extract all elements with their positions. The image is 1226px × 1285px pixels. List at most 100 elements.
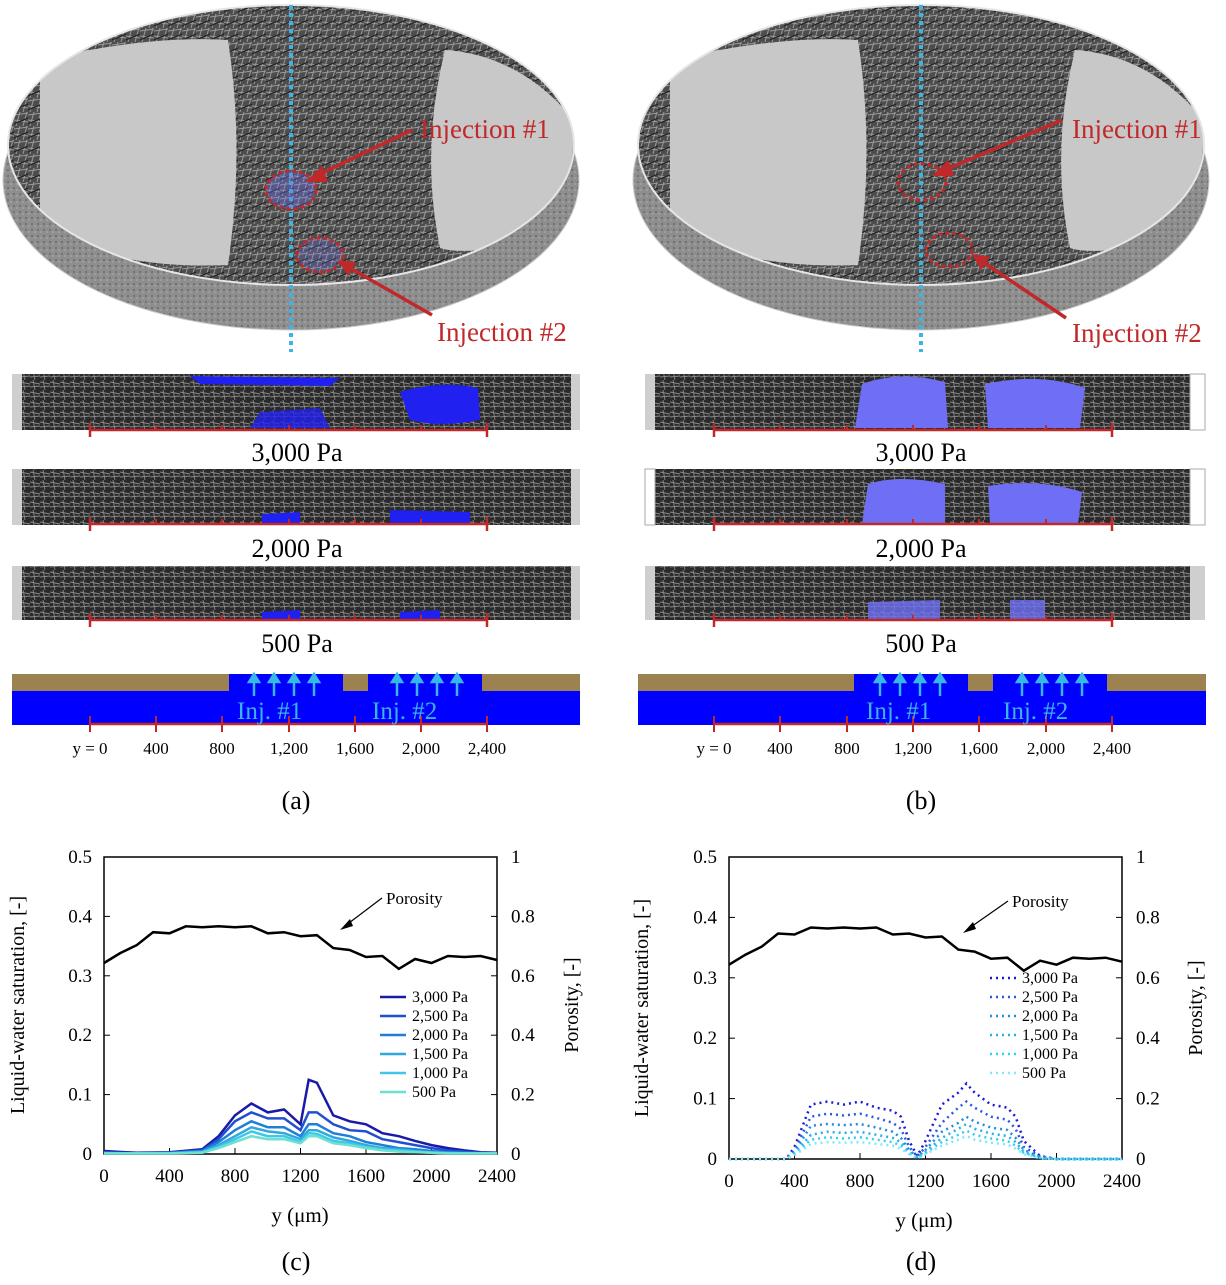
chart-d: 0 400 800 1200 1600 2000 240000.10.20.30.40.50… [631,847,1207,1232]
chart-d-x-tick-label: 2400 [1103,1171,1141,1192]
panel-b-label: (b) [906,786,936,815]
panel-b-inj2-label: Inj. #2 [1003,698,1068,725]
chart-d-series-3 [729,1122,1122,1161]
chart-d-y-tick-label-right: 0.4 [1136,1028,1160,1049]
panel-a-axis-tick: 400 [143,739,169,758]
chart-d-y-tick-label-left: 0.4 [693,907,717,928]
chart-c-annotation-arrow [344,897,383,927]
chart-c-y-tick-label-right: 0.6 [511,966,535,987]
chart-c-xlabel: y (μm) [271,1203,328,1227]
panel-b-cross-section-2000 [644,468,1206,526]
chart-d-series-5 [729,1134,1122,1161]
panel-a-axis-tick: 2,000 [402,739,440,758]
panel-a-axis-tick: 800 [209,739,235,758]
panel-a-pressure-2000: 2,000 Pa [252,534,343,563]
panel-a-injection-2-label: Injection #2 [437,317,567,347]
chart-d-y-tick-label-left: 0.5 [693,847,717,868]
chart-d-legend-label: 1,000 Pa [1022,1046,1078,1063]
chart-c-legend-label: 500 Pa [412,1084,456,1101]
panel-b-axis-tick: 1,200 [894,739,932,758]
chart-d-series-2 [729,1115,1122,1161]
chart-d-y-tick-label-left: 0.3 [693,968,717,989]
panel-a-pressure-3000: 3,000 Pa [252,438,343,467]
chart-d-y-tick-label-right: 1 [1136,847,1146,868]
chart-d-ylabel-right: Porosity, [-] [1185,960,1207,1055]
chart-c-x-tick-label: 1600 [347,1166,385,1187]
chart-c-y-tick-label-right: 0.2 [511,1085,535,1106]
panel-c-label: (c) [282,1247,311,1276]
panel-b-pressure-3000: 3,000 Pa [876,438,967,467]
chart-c-y-tick-label-right: 0.8 [511,906,535,927]
chart-c-porosity-annotation: Porosity [386,889,443,908]
chart-d-x-tick-label: 400 [780,1171,809,1192]
panel-b-schematic [638,671,1206,732]
chart-c-y-tick-label-left: 0.5 [68,847,92,868]
chart-d-y-tick-label-right: 0.8 [1136,907,1160,928]
chart-c-y-tick-label-right: 0 [511,1144,521,1165]
panel-b-schematic-axis: y = 0 400 800 1,200 1,600 2,000 2,400 [696,739,1131,758]
chart-d-annotation-arrowhead [963,922,976,933]
panel-a-cross-section-3000 [12,374,580,430]
chart-c-ylabel-left: Liquid-water saturation, [-] [7,896,29,1114]
chart-c-series-5 [104,1134,497,1155]
panel-a-axis-tick: 2,400 [468,739,506,758]
chart-c-y-tick-label-left: 0 [83,1144,93,1165]
chart-d-legend-label: 3,000 Pa [1022,970,1078,987]
chart-c-legend-label: 2,500 Pa [412,1008,468,1025]
panel-b-axis-tick: 1,600 [960,739,998,758]
chart-d-x-tick-label: 0 [724,1171,734,1192]
panel-a-label: (a) [282,786,311,815]
chart-d-y-tick-label-right: 0.2 [1136,1089,1160,1110]
chart-c-ylabel-right: Porosity, [-] [561,957,583,1052]
chart-c-x-tick-label: 0 [99,1166,109,1187]
panel-a-cross-section-2000 [12,469,580,525]
chart-c-legend-label: 1,000 Pa [412,1065,468,1082]
chart-c-legend-label: 2,000 Pa [412,1027,468,1044]
chart-c-y-tick-label-right: 1 [511,847,521,868]
chart-d-legend-label: 1,500 Pa [1022,1027,1078,1044]
chart-d-y-tick-label-right: 0.6 [1136,968,1160,989]
chart-c-porosity-line [103,925,498,971]
panel-d-label: (d) [906,1247,936,1276]
chart-c-y-tick-label-right: 0.4 [511,1025,535,1046]
panel-b-axis-tick: 400 [767,739,793,758]
panel-a-pressure-500: 500 Pa [261,629,333,658]
chart-d-x-tick-label: 800 [846,1171,875,1192]
panel-a-schematic-axis: y = 0 400 800 1,200 1,600 2,000 2,400 [72,739,506,758]
panel-a-sample-image [2,4,580,352]
chart-d-x-tick-label: 1200 [907,1171,945,1192]
panel-b-injection-1-label: Injection #1 [1072,114,1202,144]
panel-b-pressure-500: 500 Pa [885,629,957,658]
chart-d-ylabel-left: Liquid-water saturation, [-] [631,899,653,1117]
panel-a-axis-tick: y = 0 [72,739,107,758]
chart-c-y-tick-label-left: 0.3 [68,966,92,987]
chart-d-x-tick-label: 1600 [972,1171,1010,1192]
chart-c-x-tick-label: 2400 [478,1166,516,1187]
chart-c-series-0 [103,1078,498,1155]
panel-a-schematic [12,671,580,732]
chart-d-annotation-arrow [967,900,1009,930]
section-scale-minor-ticks [155,425,1047,620]
chart-c: 0 400 800 1200 1600 2000 240000.10.20.30.40.50… [7,847,583,1227]
panel-b-pressure-2000: 2,000 Pa [876,534,967,563]
chart-c-y-tick-label-left: 0.2 [68,1025,92,1046]
chart-d-porosity-annotation: Porosity [1012,892,1069,911]
chart-c-x-tick-label: 800 [221,1166,250,1187]
chart-c-series-1 [103,1111,498,1155]
panel-b-axis-tick: 2,000 [1027,739,1065,758]
chart-d-y-tick-label-left: 0 [708,1149,718,1170]
panel-a-inj2-label: Inj. #2 [372,698,437,725]
chart-d-legend-label: 500 Pa [1022,1065,1066,1082]
panel-b-sample-image [632,4,1210,352]
panel-b-injection-2-label: Injection #2 [1072,318,1202,348]
panel-a-inj1-label: Inj. #1 [237,698,302,725]
panel-a-cross-section-500 [12,566,580,620]
panel-a-axis-tick: 1,600 [336,739,374,758]
panel-b-axis-tick: 2,400 [1093,739,1131,758]
chart-d-porosity-line [728,926,1123,973]
chart-d-y-tick-label-right: 0 [1136,1149,1146,1170]
chart-d-xlabel: y (μm) [895,1208,952,1232]
panel-b-cross-section-3000 [645,373,1206,431]
chart-d-series-0 [729,1081,1122,1161]
